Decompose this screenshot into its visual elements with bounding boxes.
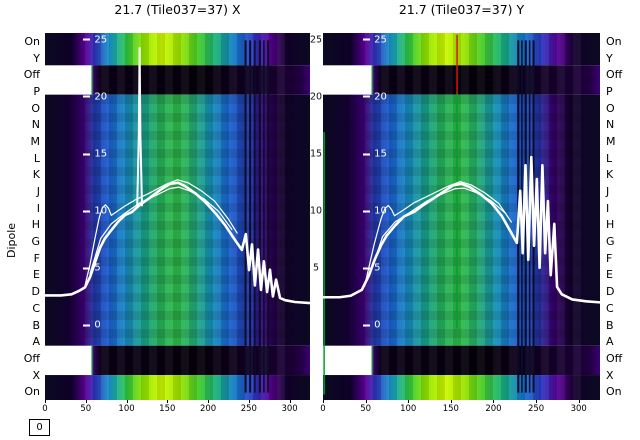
dipole-label: G xyxy=(606,235,615,249)
dipole-label: G xyxy=(31,235,40,249)
dipole-label: X xyxy=(606,368,614,382)
dipole-label: Y xyxy=(606,51,613,65)
dipole-label: C xyxy=(32,301,40,315)
dipole-label: M xyxy=(30,134,41,148)
dipole-label: Y xyxy=(33,51,40,65)
dipole-label: I xyxy=(606,201,610,215)
dipole-label: Off xyxy=(23,351,40,365)
x-tick-label: 200 xyxy=(199,404,217,414)
x-tick-mark xyxy=(578,400,580,403)
dipole-label: P xyxy=(606,84,613,98)
x-tick-label: 150 xyxy=(159,404,176,414)
dipole-label: B xyxy=(32,318,40,332)
dipole-label: H xyxy=(31,218,40,232)
left-panel-title: 21.7 (Tile037=37) X xyxy=(114,2,241,17)
x-tick-label: 250 xyxy=(527,404,545,414)
x-tick-label: 100 xyxy=(118,404,135,414)
x-tick-label: 300 xyxy=(570,404,587,414)
corner-value-box: 0 xyxy=(29,419,50,436)
dipole-label: A xyxy=(606,335,614,349)
x-tick-mark xyxy=(323,400,324,403)
x-tick-mark xyxy=(85,400,87,403)
x-tick-mark xyxy=(126,400,128,403)
left-panel-right-axis-ticks: 25 20 15 10 5 xyxy=(309,33,323,400)
dipole-label: K xyxy=(32,168,40,182)
dipole-label: On xyxy=(24,34,40,48)
dipole-label: On xyxy=(24,385,40,399)
dipole-label: E xyxy=(606,268,613,282)
x-axis-right: 0 50 100 150 200 250 300 xyxy=(320,400,600,416)
dipole-label: Off xyxy=(606,68,623,82)
twin-y-tick-label: 25 xyxy=(309,34,323,46)
dipole-label: D xyxy=(31,285,40,299)
dipole-label: On xyxy=(606,385,622,399)
dipole-label: H xyxy=(606,218,615,232)
dipole-axis-left: On Y Off P O N M L K J I H G F E D C B A Off X On xyxy=(4,33,40,400)
dipole-axis-right: On Y Off P O N M L K J I H G F E D C B A Off X On xyxy=(606,33,640,400)
dipole-label: E xyxy=(33,268,40,282)
dipole-label: Off xyxy=(23,68,40,82)
curves-layer xyxy=(45,33,310,400)
dipole-label: On xyxy=(606,34,622,48)
dipole-label: N xyxy=(606,118,615,132)
dipole-label: F xyxy=(606,251,613,265)
x-tick-mark xyxy=(167,400,169,403)
x-tick-label: 100 xyxy=(400,404,417,414)
heatmap-panel-y: 25 20 15 10 5 0 xyxy=(323,33,600,400)
dipole-label: X xyxy=(32,368,40,382)
dipole-label: N xyxy=(31,118,40,132)
dipole-label: O xyxy=(31,101,40,115)
x-tick-label: 300 xyxy=(281,404,298,414)
dipole-label: F xyxy=(33,251,40,265)
x-tick-mark xyxy=(289,400,291,403)
x-tick-mark xyxy=(536,400,538,403)
x-tick-mark xyxy=(493,400,495,403)
x-axis-left: 0 50 100 150 200 250 300 xyxy=(42,400,310,416)
twin-y-tick-label: 20 xyxy=(309,91,323,103)
heatmap-layer xyxy=(45,33,310,400)
dipole-label: J xyxy=(606,185,610,199)
dipole-label: Off xyxy=(606,351,623,365)
dipole-label: P xyxy=(33,84,40,98)
x-tick-mark xyxy=(365,400,367,403)
dipole-label: O xyxy=(606,101,615,115)
x-tick-mark xyxy=(208,400,210,403)
x-tick-mark xyxy=(45,400,46,403)
dipole-label: L xyxy=(33,151,40,165)
dipole-label: A xyxy=(32,335,40,349)
x-tick-label: 200 xyxy=(485,404,502,414)
dipole-label: J xyxy=(36,185,40,199)
dipole-label: L xyxy=(606,151,613,165)
x-tick-mark xyxy=(450,400,452,403)
x-tick-label: 150 xyxy=(442,404,459,414)
x-tick-label: 50 xyxy=(80,404,92,414)
x-tick-mark xyxy=(248,400,250,403)
heatmap-panel-x: 25 20 15 10 5 0 xyxy=(45,33,310,400)
dipole-label: K xyxy=(606,168,614,182)
x-tick-label: 250 xyxy=(240,404,257,414)
twin-y-tick-label: 5 xyxy=(312,262,320,274)
dipole-label: B xyxy=(606,318,614,332)
twin-y-tick-label: 15 xyxy=(309,148,323,160)
heatmap-layer xyxy=(323,33,600,400)
dipole-label: D xyxy=(606,285,615,299)
dipole-label: I xyxy=(36,201,40,215)
dipole-label: M xyxy=(606,134,616,148)
curves-layer xyxy=(323,33,600,400)
x-tick-mark xyxy=(408,400,410,403)
right-panel-title: 21.7 (Tile037=37) Y xyxy=(398,2,525,17)
x-tick-label: 0 xyxy=(320,404,326,414)
x-tick-label: 0 xyxy=(42,404,48,414)
twin-y-tick-label: 10 xyxy=(309,205,323,217)
dipole-label: C xyxy=(606,301,614,315)
x-tick-label: 50 xyxy=(360,404,372,414)
